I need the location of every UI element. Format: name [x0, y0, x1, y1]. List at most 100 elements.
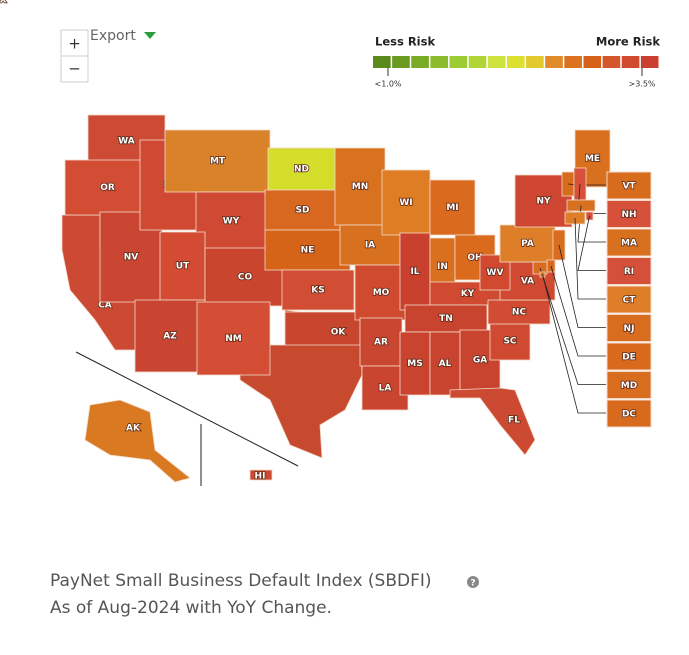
state-shape — [429, 179, 476, 236]
state-shape — [399, 232, 431, 311]
legend-min-label: <1.0% — [374, 80, 401, 89]
zoom-in-label[interactable]: + — [68, 35, 81, 53]
legend-swatch — [449, 56, 468, 68]
state-label: OH — [467, 253, 482, 263]
state-label: NH — [621, 210, 636, 220]
legend-swatch — [621, 56, 640, 68]
state-box — [606, 285, 652, 314]
state-label: MT — [210, 157, 226, 167]
zoom-out-button[interactable] — [60, 55, 89, 83]
caption-subtitle: As of Aug-2024 with YoY Change. — [50, 598, 332, 618]
state-label: AK — [126, 424, 141, 434]
state-shape — [134, 299, 206, 373]
state-shape — [281, 269, 355, 311]
state-box — [606, 171, 652, 200]
state-box — [606, 371, 652, 399]
leader-line — [574, 217, 606, 300]
state-shape — [264, 229, 351, 271]
leader-line — [542, 274, 606, 414]
state-label: WI — [399, 198, 412, 208]
state-shape — [381, 169, 431, 236]
legend-swatch — [583, 56, 602, 68]
state-label: LA — [379, 384, 392, 394]
state-label: WY — [223, 217, 240, 227]
legend-swatch — [506, 56, 525, 68]
state-label: UT — [176, 262, 190, 272]
state-box — [606, 200, 652, 228]
state-label: CT — [623, 296, 637, 306]
state-shape — [284, 311, 361, 346]
state-label: CA — [98, 301, 112, 311]
state-box — [606, 399, 652, 428]
state-label: TX — [0, 0, 7, 6]
state-label: IA — [365, 241, 375, 251]
state-label: NC — [512, 308, 527, 318]
inset-divider — [75, 351, 299, 467]
states: TXCAWAORNVIDMTWYUTCOAZNMNDSDNEKSOKMNIAMO… — [0, 0, 652, 483]
legend-swatch — [526, 56, 544, 68]
state-label: NE — [301, 246, 315, 256]
state-shape — [449, 387, 536, 456]
state-shape — [249, 469, 273, 481]
state-shape — [489, 321, 531, 361]
legend-right-title: More Risk — [596, 35, 660, 49]
help-icon-mark[interactable]: ? — [470, 579, 475, 589]
export-arrow[interactable] — [144, 32, 156, 39]
state-label: DE — [622, 353, 636, 363]
state-label: WV — [487, 268, 504, 278]
state-label: GA — [473, 356, 487, 366]
legend-swatch — [545, 56, 563, 68]
state-label: AL — [439, 359, 452, 369]
legend — [373, 56, 659, 76]
state-label: KY — [461, 289, 475, 299]
state-shape — [196, 301, 271, 376]
legend-swatch — [564, 56, 582, 68]
state-label: NY — [536, 197, 551, 207]
state-label: SD — [296, 206, 310, 216]
state-label: MD — [621, 381, 637, 391]
state-label: DC — [622, 410, 636, 420]
state-shape — [404, 304, 488, 333]
state-label: SC — [503, 337, 516, 347]
state-box — [606, 257, 652, 285]
zoom-in-button[interactable] — [60, 29, 89, 57]
state-label: WA — [118, 137, 135, 147]
state-label: NM — [225, 334, 242, 344]
leader-line — [550, 265, 606, 357]
state-shape — [84, 399, 191, 483]
state-label: MN — [352, 182, 369, 192]
state-label: CO — [238, 273, 253, 283]
state-shape — [499, 224, 556, 263]
legend-swatch — [430, 56, 449, 68]
state-shape — [429, 331, 461, 396]
legend-max-label: >3.5% — [628, 80, 655, 89]
state-label: OK — [331, 328, 347, 338]
state-shape — [487, 299, 551, 325]
state-label: OR — [100, 183, 115, 193]
legend-left-title: Less Risk — [375, 35, 435, 49]
state-label: NJ — [624, 324, 635, 334]
legend-swatch — [411, 56, 429, 68]
legend-swatch — [487, 56, 506, 68]
state-label: MI — [446, 203, 458, 213]
legend-swatch — [602, 56, 621, 68]
state-label: ME — [585, 154, 600, 164]
state-label: KS — [311, 286, 324, 296]
leader-line — [577, 215, 606, 271]
zoom-out-label[interactable]: − — [68, 60, 81, 78]
state-label: AR — [374, 338, 388, 348]
leader-line — [539, 267, 606, 385]
state-label: PA — [521, 239, 534, 249]
state-label: MO — [373, 288, 390, 298]
state-label: HI — [255, 472, 266, 482]
state-shape — [64, 159, 151, 216]
state-label: NV — [124, 253, 139, 263]
state-label: IL — [410, 267, 419, 277]
state-label: AZ — [163, 332, 177, 342]
state-label: VT — [622, 182, 636, 192]
state-shape — [159, 231, 206, 301]
export-button[interactable]: Export — [90, 28, 136, 44]
state-box — [606, 314, 652, 342]
help-icon[interactable] — [467, 576, 479, 588]
